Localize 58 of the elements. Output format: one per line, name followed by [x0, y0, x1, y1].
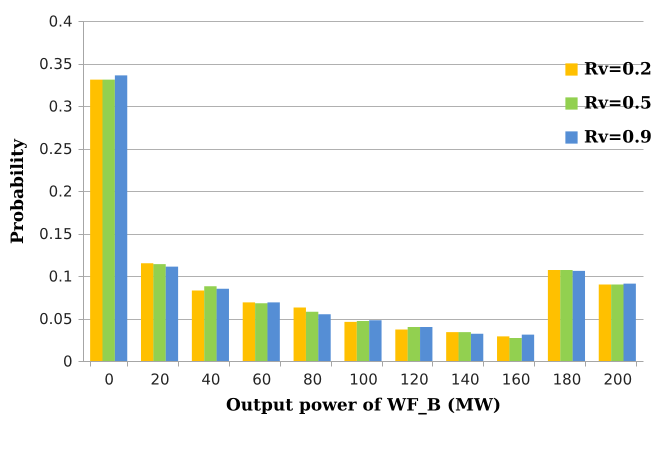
bar	[470, 334, 484, 361]
bar	[497, 336, 510, 361]
y-tick-label: 0.2	[48, 182, 72, 200]
bar	[242, 302, 256, 361]
bar	[509, 338, 522, 361]
bar	[140, 263, 154, 361]
bar	[344, 322, 357, 361]
y-tick-label: 0.3	[48, 98, 72, 116]
bar	[624, 284, 636, 361]
bar	[294, 307, 306, 361]
y-tick-label: 0.15	[39, 225, 72, 243]
bar	[216, 288, 229, 361]
y-axis-title: Probability	[8, 138, 28, 244]
bar	[204, 286, 217, 361]
bar	[395, 330, 408, 361]
bar	[192, 290, 204, 361]
y-tick-label: 0.1	[48, 268, 72, 286]
bar	[318, 314, 331, 361]
bar	[102, 80, 115, 361]
y-tick-label: 0.35	[39, 55, 72, 73]
y-tick-label: 0.05	[39, 310, 72, 328]
bar	[408, 327, 420, 361]
legend-label: Rv=0.2	[584, 60, 652, 80]
x-tick-label: 40	[201, 370, 220, 388]
x-tick-label: 160	[502, 370, 530, 388]
y-tick-label: 0.4	[48, 12, 72, 30]
bar	[267, 302, 280, 361]
bar	[356, 321, 370, 361]
x-tick-label: 100	[349, 370, 378, 388]
x-tick-label: 0	[104, 370, 114, 388]
bar	[420, 327, 432, 361]
bar	[166, 266, 178, 361]
x-tick-label: 140	[450, 370, 480, 388]
legend-label: Rv=0.9	[584, 128, 652, 148]
x-tick-label: 180	[552, 370, 582, 388]
bar	[611, 284, 624, 361]
x-tick-label: 80	[303, 370, 322, 388]
x-tick-label: 60	[252, 370, 272, 388]
bar	[522, 334, 534, 361]
bar	[369, 320, 382, 361]
y-tick-label: 0.25	[39, 140, 72, 158]
y-tick-label: 0	[62, 352, 72, 370]
x-axis-title: Output power of WF_B (MW)	[226, 396, 502, 416]
bar	[598, 284, 612, 361]
bar	[548, 270, 560, 361]
bar	[255, 303, 268, 361]
bar	[458, 332, 471, 361]
legend-label: Rv=0.5	[584, 94, 652, 114]
bar	[446, 332, 459, 361]
bar	[572, 270, 586, 361]
bar	[306, 312, 318, 361]
x-tick-label: 20	[150, 370, 170, 388]
bar	[153, 264, 166, 361]
x-tick-label: 120	[400, 370, 429, 388]
bar	[114, 75, 128, 361]
bar	[90, 80, 102, 361]
bar	[560, 270, 573, 361]
x-tick-label: 200	[603, 370, 632, 388]
